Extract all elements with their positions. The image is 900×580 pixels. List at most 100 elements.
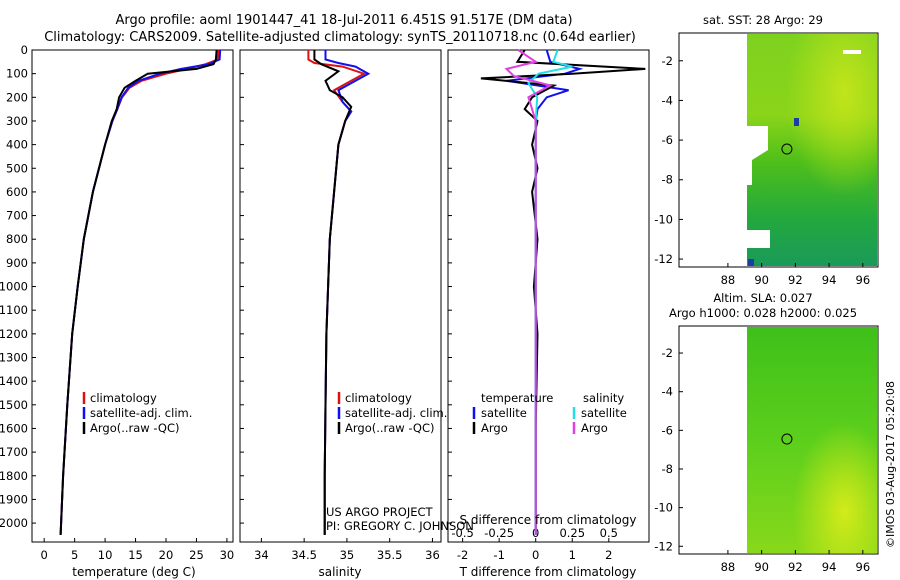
sst-cold-pixel bbox=[748, 259, 754, 266]
legend-label-t-argo: Argo bbox=[481, 421, 508, 435]
map-x-tick-label: 94 bbox=[822, 273, 837, 287]
salinity-difference-label: S difference from climatology bbox=[460, 513, 637, 527]
map-y-tick-label: -12 bbox=[654, 539, 673, 553]
credit-pi: PI: GREGORY C. JOHNSON bbox=[326, 519, 474, 533]
x-tick-label: 1 bbox=[569, 548, 576, 562]
temperature-xlabel: temperature (deg C) bbox=[72, 565, 195, 579]
legend-label-t-satellite: satellite bbox=[481, 406, 527, 420]
sst-missing-data bbox=[747, 230, 770, 248]
s-tick-label: 0.25 bbox=[559, 526, 585, 540]
legend-label-satellite: satellite-adj. clim. bbox=[90, 406, 192, 420]
s-tick-label: 0.5 bbox=[600, 526, 618, 540]
credit-project: US ARGO PROJECT bbox=[326, 505, 434, 519]
map-x-tick-label: 96 bbox=[856, 560, 871, 574]
salinity-lines bbox=[307, 50, 371, 535]
sst-map-title: sat. SST: 28 Argo: 29 bbox=[703, 13, 823, 27]
temperature-legend: climatology satellite-adj. clim. Argo(..… bbox=[82, 391, 192, 435]
depth-tick-label: 1900 bbox=[0, 492, 28, 506]
sla-map-subtitle: Argo h1000: 0.028 h2000: 0.025 bbox=[669, 306, 857, 320]
depth-tick-label: 800 bbox=[6, 232, 28, 246]
salinity-ticks: 34 34.5 35 35.5 36 bbox=[254, 538, 440, 562]
map-y-tick-label: -12 bbox=[654, 252, 673, 266]
series-line-s-argo bbox=[504, 49, 554, 535]
copyright-timestamp: ©IMOS 03-Aug-2017 05:20:08 bbox=[884, 381, 897, 548]
x-tick-label: -2 bbox=[457, 548, 468, 562]
temperature-ticks: 0 5 10 15 20 25 30 bbox=[41, 538, 235, 562]
sla-map-title: Altim. SLA: 0.027 bbox=[713, 291, 812, 305]
series-line-argo-raw-qc- bbox=[59, 49, 218, 535]
x-tick-label: 10 bbox=[98, 548, 113, 562]
map-x-tick-label: 90 bbox=[754, 273, 769, 287]
difference-xlabel: T difference from climatology bbox=[459, 565, 637, 579]
map-x-tick-label: 92 bbox=[788, 560, 803, 574]
x-tick-label: -1 bbox=[493, 548, 504, 562]
depth-tick-label: 0 bbox=[21, 43, 28, 57]
depth-tick-label: 2000 bbox=[0, 516, 28, 530]
depth-tick-label: 1300 bbox=[0, 351, 28, 365]
series-line-satellite-adj-clim- bbox=[59, 49, 222, 535]
difference-lines bbox=[480, 49, 646, 535]
x-tick-label: 5 bbox=[71, 548, 78, 562]
depth-tick-label: 1000 bbox=[0, 280, 28, 294]
map-y-tick-label: -6 bbox=[662, 423, 673, 437]
map-y-tick-label: -2 bbox=[662, 346, 673, 360]
legend-label-s-argo: Argo bbox=[581, 421, 608, 435]
depth-tick-label: 700 bbox=[6, 209, 28, 223]
map-y-tick-label: -10 bbox=[654, 212, 673, 226]
x-tick-label: 30 bbox=[220, 548, 235, 562]
series-line-argo-raw-qc- bbox=[313, 50, 353, 535]
x-tick-label: 0 bbox=[41, 548, 48, 562]
depth-tick-label: 900 bbox=[6, 256, 28, 270]
legend-label-s-satellite: satellite bbox=[581, 406, 627, 420]
depth-tick-label: 1600 bbox=[0, 421, 28, 435]
depth-tick-label: 300 bbox=[6, 114, 28, 128]
temperature-axes bbox=[31, 49, 234, 543]
map-y-tick-label: -10 bbox=[654, 501, 673, 515]
map-y-tick-label: -8 bbox=[662, 173, 673, 187]
map-y-tick-label: -8 bbox=[662, 462, 673, 476]
map-y-tick-label: -2 bbox=[662, 54, 673, 68]
salinity-xlabel: salinity bbox=[318, 565, 361, 579]
depth-tick-label: 1200 bbox=[0, 327, 28, 341]
figure-title-line1: Argo profile: aoml 1901447_41 18-Jul-201… bbox=[115, 13, 572, 28]
sst-missing-data bbox=[843, 50, 861, 54]
depth-tick-label: 1500 bbox=[0, 398, 28, 412]
series-line-climatology bbox=[307, 50, 367, 535]
legend-label-argo: Argo(..raw -QC) bbox=[345, 421, 435, 435]
legend-label-climatology: climatology bbox=[90, 391, 157, 405]
x-tick-label: 25 bbox=[189, 548, 204, 562]
depth-ticks: 0 100 200 300 400 500 600 700 800 900 1000 1100 1200… bbox=[0, 43, 452, 530]
map-x-tick-label: 90 bbox=[754, 560, 769, 574]
series-line-t-satellite bbox=[506, 49, 584, 535]
depth-tick-label: 400 bbox=[6, 138, 28, 152]
sla-argo-position-marker bbox=[781, 433, 793, 445]
depth-tick-label: 1100 bbox=[0, 303, 28, 317]
x-tick-label: 34.5 bbox=[291, 548, 317, 562]
sla-map-ticks: 88 90 92 94 96 -2 -4 -6 -8 -10 -12 bbox=[654, 346, 870, 574]
sst-argo-position-marker bbox=[781, 143, 793, 155]
legend-label-climatology: climatology bbox=[345, 391, 412, 405]
map-x-tick-label: 88 bbox=[721, 273, 736, 287]
depth-tick-label: 1400 bbox=[0, 374, 28, 388]
depth-tick-label: 1700 bbox=[0, 445, 28, 459]
x-tick-label: 0 bbox=[532, 548, 539, 562]
depth-tick-label: 500 bbox=[6, 161, 28, 175]
map-x-tick-label: 94 bbox=[822, 560, 837, 574]
x-tick-label: 36 bbox=[425, 548, 440, 562]
map-x-tick-label: 96 bbox=[856, 273, 871, 287]
temperature-lines bbox=[59, 49, 222, 535]
x-tick-label: 34 bbox=[254, 548, 269, 562]
series-line-climatology bbox=[59, 49, 220, 535]
figure-title-line2: Climatology: CARS2009. Satellite-adjuste… bbox=[44, 30, 636, 45]
s-tick-label: -0.25 bbox=[484, 526, 514, 540]
x-tick-label: 35.5 bbox=[377, 548, 403, 562]
sst-cold-pixel bbox=[794, 118, 799, 126]
s-tick-label: -0.5 bbox=[451, 526, 473, 540]
sst-map-ticks: 88 90 92 94 96 -2 -4 -6 -8 -10 -12 bbox=[654, 54, 870, 287]
x-tick-label: 2 bbox=[605, 548, 612, 562]
sla-high-patch bbox=[747, 327, 877, 553]
sst-warm-patch bbox=[747, 34, 877, 266]
series-line-satellite-adj-clim- bbox=[323, 50, 371, 535]
difference-ticks: -2 -1 0 1 2-0.5 -0.25 0 0.25 0.5 bbox=[451, 526, 618, 562]
